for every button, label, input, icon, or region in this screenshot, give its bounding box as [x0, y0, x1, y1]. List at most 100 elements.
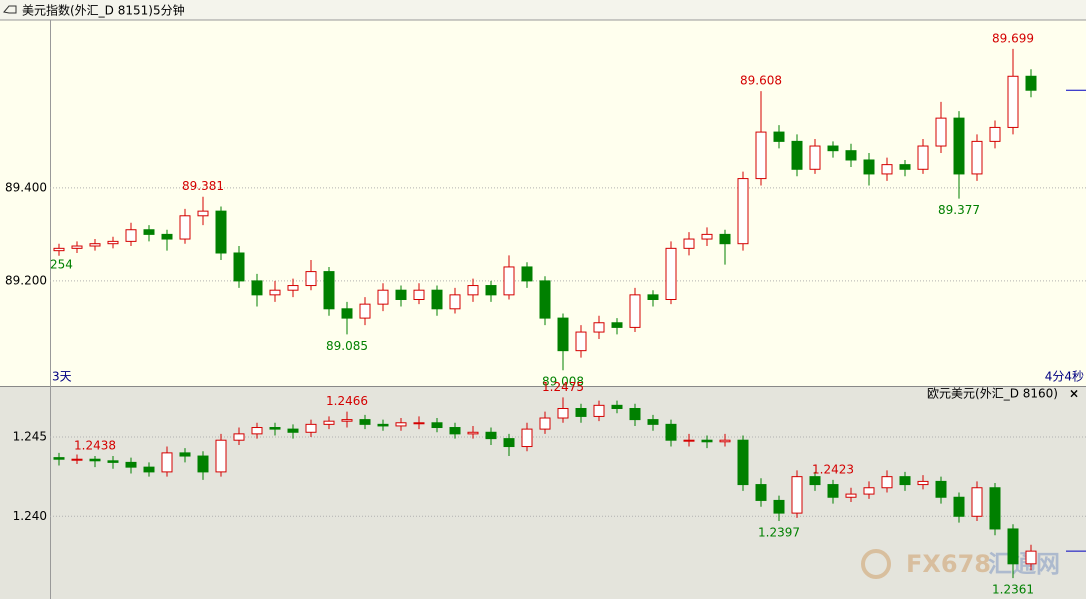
candle-body [413, 289, 425, 300]
candle-body [377, 423, 389, 427]
candle-body [143, 229, 155, 235]
watermark-name: 汇通网 [988, 550, 1060, 578]
chart-title: 美元指数(外汇_D 8151)5分钟 [22, 3, 185, 18]
candle-body [953, 496, 965, 517]
candle-body [665, 423, 677, 441]
candle-body [449, 427, 461, 435]
candle-body [359, 303, 371, 319]
candle-body [935, 480, 947, 498]
candle-body [791, 140, 803, 170]
candle-body [809, 145, 821, 170]
candle-body [269, 289, 281, 296]
candle-body [593, 322, 605, 333]
candle-body [1025, 75, 1037, 91]
price-annotation: 1.2397 [758, 526, 800, 540]
candle-body [413, 422, 425, 425]
candle-body [467, 431, 479, 435]
candle-body [683, 238, 695, 249]
candle-body [647, 294, 659, 300]
candle-body [917, 145, 929, 170]
candle-body [215, 439, 227, 473]
candle-body [917, 480, 929, 486]
price-annotation: 1.2423 [812, 462, 854, 476]
candle-body [737, 178, 749, 245]
candle-body [863, 487, 875, 495]
candle-body [773, 499, 785, 514]
watermark: FX678 汇通网 [861, 549, 1060, 579]
candle-body [989, 126, 1001, 142]
price-annotation: 89.085 [326, 339, 368, 353]
candle-body [935, 117, 947, 147]
candle-body [557, 317, 569, 352]
candle-body [395, 422, 407, 427]
candle-body [773, 131, 785, 142]
candle-body [683, 439, 695, 442]
candle-body [161, 233, 173, 240]
candle-body [179, 452, 191, 457]
candle-body [665, 247, 677, 300]
candle-body [503, 438, 515, 448]
candle-body [899, 164, 911, 170]
candle-body [323, 271, 335, 310]
price-annotation: 89.699 [992, 31, 1034, 45]
candle-body [611, 404, 623, 410]
candle-body [305, 271, 317, 287]
candle-body [881, 476, 893, 489]
candle-body [863, 159, 875, 175]
plot-layer: 89.400 89.200 89.381 89.085 89.008 89.608 89.3… [5, 31, 1086, 597]
candle-body [107, 240, 119, 245]
candle-body [611, 322, 623, 328]
candle-body [971, 140, 983, 175]
candle-body [953, 117, 965, 175]
price-annotation: 1.2438 [74, 439, 116, 453]
candle-body [251, 427, 263, 435]
candle-body [287, 428, 299, 433]
price-annotation: 89.381 [182, 179, 224, 193]
candle-body [305, 423, 317, 433]
price-annotation: 89.608 [740, 74, 782, 88]
candle-body [575, 331, 587, 352]
price-annotation: 1.2475 [542, 380, 584, 394]
candle-body [827, 145, 839, 152]
candle-body [899, 476, 911, 486]
candle-body [89, 458, 101, 462]
candle-body [881, 164, 893, 175]
candle-body [341, 308, 353, 319]
candle-body [485, 431, 497, 440]
candle-body [359, 419, 371, 425]
candle-body [557, 408, 569, 419]
candle-body [647, 419, 659, 425]
candle-body [827, 484, 839, 498]
title-icon [3, 5, 17, 14]
candle-body [179, 215, 191, 240]
candle-body [71, 245, 83, 249]
range-label: 3天 [52, 370, 72, 384]
candle-body [125, 229, 137, 242]
candle-body [989, 487, 1001, 530]
candle-body [1007, 75, 1019, 128]
candle-body [719, 233, 731, 245]
candle-body [737, 439, 749, 486]
candle-body [1007, 528, 1019, 565]
candle-body [269, 427, 281, 430]
candle-body [125, 461, 137, 468]
candle-body [251, 280, 263, 296]
close-button[interactable]: × [1069, 387, 1079, 401]
candle-body [809, 476, 821, 486]
y-tick-label: 89.200 [5, 273, 47, 287]
y-tick-label: 1.245 [13, 430, 47, 444]
candle-body [377, 289, 389, 305]
candle-body [485, 285, 497, 296]
candle-body [539, 417, 551, 430]
candle-body [845, 493, 857, 498]
start-label: 254 [50, 258, 73, 272]
candle-body [971, 487, 983, 517]
candle-body [719, 439, 731, 443]
candle-body [287, 285, 299, 291]
candle-body [791, 476, 803, 514]
candle-body [431, 422, 443, 429]
candle-body [53, 457, 65, 460]
candle-body [1025, 550, 1037, 565]
candle-body [521, 266, 533, 282]
candle-body [341, 419, 353, 422]
